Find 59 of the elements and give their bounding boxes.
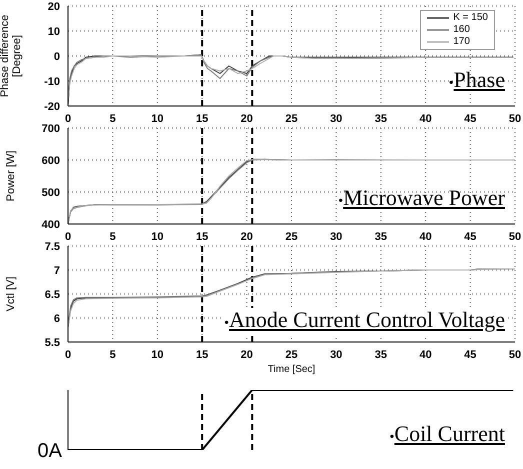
x-tick-label: 25 bbox=[285, 230, 298, 243]
legend-label: 170 bbox=[453, 36, 470, 48]
y-tick-label: -10 bbox=[44, 76, 60, 88]
x-tick-label: 35 bbox=[374, 230, 388, 243]
x-tick-label: 25 bbox=[285, 348, 298, 361]
x-tick-label: 40 bbox=[419, 112, 432, 125]
x-tick-label: 0 bbox=[64, 230, 72, 243]
x-tick-label: 35 bbox=[374, 348, 388, 361]
x-tick-label: 50 bbox=[508, 348, 522, 361]
x-tick-label: 35 bbox=[374, 112, 388, 125]
y-tick-label: 5.5 bbox=[44, 336, 60, 349]
x-tick-label: 40 bbox=[419, 348, 432, 361]
x-tick-label: 0 bbox=[64, 112, 72, 125]
x-tick-label: 0 bbox=[64, 348, 72, 361]
x-tick-label: 30 bbox=[330, 112, 342, 125]
y-tick-label: 500 bbox=[42, 186, 60, 199]
x-tick-label: 45 bbox=[464, 348, 476, 361]
annotation: •Anode Current Control Voltage bbox=[224, 307, 505, 332]
x-tick-label: 15 bbox=[196, 348, 208, 361]
y-tick-label: 600 bbox=[42, 154, 60, 167]
x-tick-label: 15 bbox=[196, 112, 208, 125]
y-tick-label: 7.5 bbox=[44, 240, 60, 253]
y-tick-label: 7 bbox=[54, 264, 60, 277]
x-axis-title: Time [Sec] bbox=[268, 364, 316, 375]
x-tick-label: 5 bbox=[110, 230, 116, 243]
x-tick-label: 10 bbox=[151, 112, 164, 125]
x-tick-label: 50 bbox=[508, 112, 522, 125]
legend-label: K = 150 bbox=[453, 12, 488, 24]
x-tick-label: 40 bbox=[419, 230, 432, 243]
annotation: •Phase bbox=[448, 67, 505, 92]
legend-label: 160 bbox=[453, 24, 470, 36]
annotation: •Coil Current bbox=[389, 421, 505, 446]
y-tick-label: 6.5 bbox=[44, 288, 60, 301]
x-tick-label: 10 bbox=[151, 230, 164, 243]
y-axis-title: Power [W] bbox=[5, 150, 17, 202]
x-tick-label: 45 bbox=[464, 230, 476, 243]
y-tick-label: -20 bbox=[44, 100, 60, 113]
y-tick-label: 10 bbox=[48, 26, 60, 38]
x-tick-label: 20 bbox=[240, 348, 253, 361]
x-tick-label: 25 bbox=[285, 112, 298, 125]
y-tick-label: 0 bbox=[54, 50, 60, 63]
y-axis-title: Phase difference [Degree] bbox=[0, 14, 23, 98]
x-tick-label: 5 bbox=[110, 348, 116, 361]
x-tick-label: 30 bbox=[330, 348, 342, 361]
x-tick-label: 10 bbox=[151, 348, 164, 361]
x-tick-label: 20 bbox=[240, 230, 253, 243]
x-tick-label: 5 bbox=[110, 112, 116, 125]
y-tick-label: 6 bbox=[54, 312, 60, 325]
x-tick-label: 50 bbox=[508, 230, 522, 243]
y-tick-label: 400 bbox=[42, 218, 60, 231]
y-tick-label: 20 bbox=[48, 0, 60, 13]
y-axis-title: Vctl [V] bbox=[5, 276, 17, 312]
annotation: 0A bbox=[38, 440, 63, 462]
y-tick-label: 700 bbox=[42, 122, 60, 135]
x-tick-label: 30 bbox=[330, 230, 342, 243]
x-tick-label: 20 bbox=[240, 112, 253, 125]
x-tick-label: 15 bbox=[196, 230, 208, 243]
x-tick-label: 45 bbox=[464, 112, 476, 125]
annotation: •Microwave Power bbox=[338, 185, 505, 210]
